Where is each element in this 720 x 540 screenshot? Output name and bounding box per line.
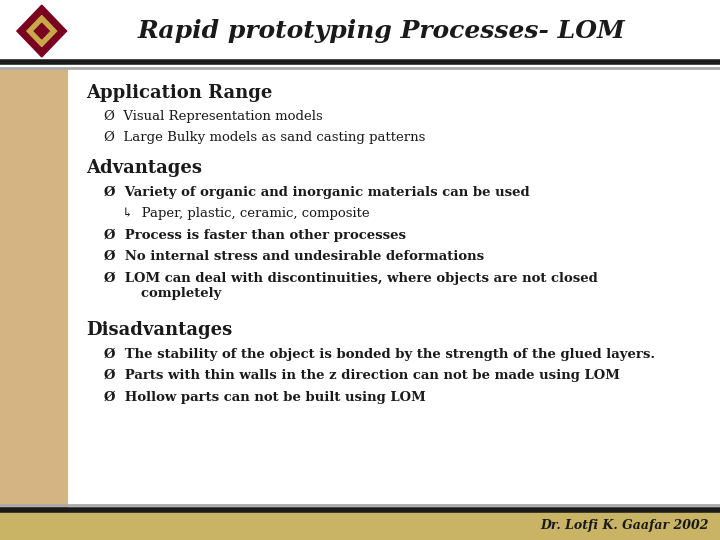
- Polygon shape: [27, 16, 57, 46]
- Text: Advantages: Advantages: [86, 159, 202, 177]
- Text: Ø  Large Bulky models as sand casting patterns: Ø Large Bulky models as sand casting pat…: [104, 131, 426, 144]
- Text: Rapid prototyping Processes- LOM: Rapid prototyping Processes- LOM: [138, 19, 626, 43]
- Text: Ø  Parts with thin walls in the z direction can not be made using LOM: Ø Parts with thin walls in the z directi…: [104, 369, 620, 382]
- Text: Ø  Visual Representation models: Ø Visual Representation models: [104, 110, 323, 123]
- Text: Ø  No internal stress and undesirable deformations: Ø No internal stress and undesirable def…: [104, 250, 485, 263]
- Text: Dr. Lotfi K. Gaafar 2002: Dr. Lotfi K. Gaafar 2002: [541, 518, 709, 532]
- Text: Ø  Process is faster than other processes: Ø Process is faster than other processes: [104, 228, 406, 242]
- Polygon shape: [35, 23, 49, 39]
- Polygon shape: [17, 5, 67, 57]
- Bar: [0, 68, 68, 510]
- Text: Ø  Hollow parts can not be built using LOM: Ø Hollow parts can not be built using LO…: [104, 390, 426, 404]
- Text: ↳  Paper, plastic, ceramic, composite: ↳ Paper, plastic, ceramic, composite: [122, 207, 370, 220]
- Text: Application Range: Application Range: [86, 84, 273, 102]
- Bar: [0, 0, 720, 62]
- Bar: [0, 510, 720, 540]
- Text: Disadvantages: Disadvantages: [86, 321, 233, 339]
- Text: Ø  Variety of organic and inorganic materials can be used: Ø Variety of organic and inorganic mater…: [104, 185, 530, 199]
- Text: Ø  The stability of the object is bonded by the strength of the glued layers.: Ø The stability of the object is bonded …: [104, 347, 655, 361]
- Text: Ø  LOM can deal with discontinuities, where objects are not closed
        compl: Ø LOM can deal with discontinuities, whe…: [104, 272, 598, 300]
